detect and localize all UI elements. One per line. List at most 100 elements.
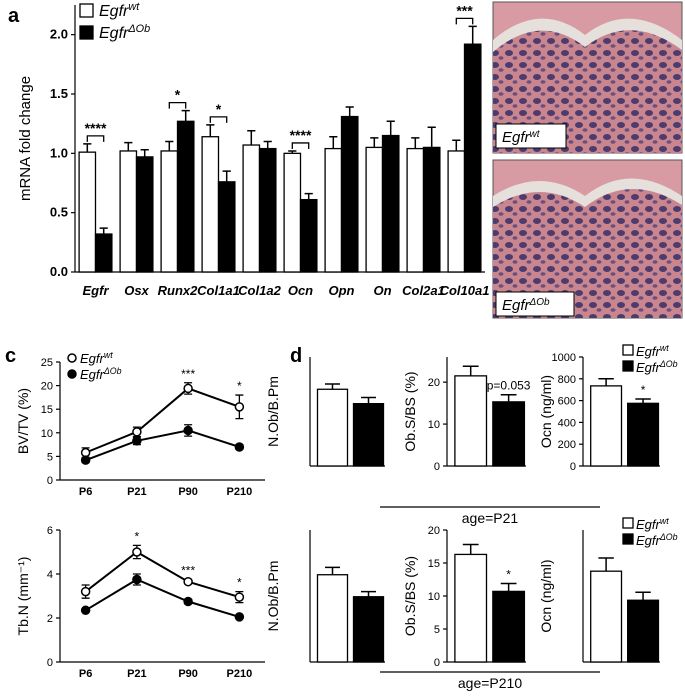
y-tick-label: 0 <box>47 657 53 669</box>
bar <box>627 402 660 467</box>
x-tick-label: Egfr <box>83 283 110 298</box>
label-text: Egfr <box>502 297 531 314</box>
x-tick-label: On <box>373 283 391 298</box>
legend-marker <box>622 344 634 356</box>
bar <box>492 590 526 663</box>
y-tick-label: 2 <box>47 613 53 625</box>
x-tick-label: P210 <box>227 668 253 680</box>
bar <box>447 150 466 273</box>
legend-sup: ΔOb <box>659 359 678 369</box>
error-bar <box>329 135 338 149</box>
significance-bracket <box>209 116 228 123</box>
error-bar <box>222 170 231 182</box>
significance-bracket <box>291 142 310 149</box>
bar <box>352 403 385 467</box>
error-bar <box>361 590 376 597</box>
y-axis-label: N.Ob/B.Pm <box>265 376 281 447</box>
x-tick-label: Col10a1 <box>440 283 490 298</box>
error-bar <box>635 398 651 404</box>
panel-label: c <box>5 345 16 367</box>
y-tick-label: 0 <box>570 461 576 473</box>
legend-label: EgfrΔOb <box>80 366 122 382</box>
error-bar <box>304 192 313 200</box>
x-tick-label: P6 <box>79 486 92 498</box>
bar <box>365 146 384 273</box>
y-tick-label: 1.0 <box>50 145 68 160</box>
error-bar <box>288 150 297 154</box>
error-bar <box>462 543 479 555</box>
line <box>85 429 240 462</box>
bar <box>135 156 154 273</box>
y-tick-label: 0 <box>434 461 440 473</box>
marker <box>80 455 91 465</box>
y-tick-label: 6 <box>47 525 53 537</box>
bar <box>492 401 526 467</box>
marker <box>132 427 142 437</box>
y-tick-label: 4 <box>47 569 53 581</box>
image-label: EgfrΔOb <box>502 297 550 315</box>
significance: *** <box>456 2 473 18</box>
legend-label: EgfrΔOb <box>99 23 150 42</box>
legend-label: EgfrΔOb <box>636 532 678 548</box>
legend-name: Egfr <box>636 360 661 375</box>
bar <box>422 146 441 273</box>
significance-bracket <box>86 135 105 142</box>
marker <box>183 576 193 587</box>
y-tick-label: 0 <box>47 475 53 487</box>
line <box>85 387 240 454</box>
error-bar <box>325 383 340 390</box>
x-tick-label: P90 <box>178 668 198 680</box>
bar <box>176 120 195 273</box>
bar <box>201 136 220 273</box>
y-tick-label: 20 <box>428 525 440 537</box>
error-bar <box>99 227 108 235</box>
legend-marker <box>79 25 94 40</box>
image-label-box <box>495 291 575 317</box>
error-bar <box>83 143 92 153</box>
legend-label: Egfrwt <box>80 350 113 366</box>
legend-marker <box>67 353 77 363</box>
x-tick-label: P21 <box>127 486 147 498</box>
y-axis-label: Ob.S/BS (%) <box>402 371 418 451</box>
error-bar <box>598 378 614 386</box>
y-tick-label: 20 <box>428 377 440 389</box>
error-bar <box>247 130 256 146</box>
legend-label: EgfrΔOb <box>636 359 678 375</box>
significance: * <box>216 101 222 117</box>
error-bar <box>181 109 190 122</box>
legend-name: Egfr <box>80 367 105 382</box>
histology-image <box>492 159 683 319</box>
y-tick-label: 20 <box>41 381 53 393</box>
legend-marker <box>79 3 94 18</box>
significance: p=0.053 <box>487 379 531 393</box>
y-tick-label: 2.0 <box>50 27 68 42</box>
x-tick-label: Col2a1 <box>402 283 445 298</box>
significance: * <box>237 379 242 393</box>
legend-marker <box>622 360 634 372</box>
error-bar <box>411 137 420 149</box>
marker <box>183 383 193 394</box>
bar <box>78 151 97 273</box>
y-tick-label: 15 <box>41 404 53 416</box>
bar <box>119 150 138 273</box>
bar <box>94 233 113 273</box>
x-tick-label: Opn <box>329 283 355 298</box>
bar <box>454 375 488 467</box>
marker <box>80 447 91 458</box>
line <box>85 550 240 599</box>
x-tick-label: P90 <box>178 486 198 498</box>
error-bar <box>452 139 461 151</box>
significance: * <box>641 383 646 397</box>
y-axis-label: Tb.N (mm⁻¹) <box>15 557 31 636</box>
y-tick-label: 0.0 <box>50 264 68 279</box>
age-label: age=P21 <box>462 510 519 526</box>
y-tick-label: 600 <box>558 396 576 408</box>
y-axis-label: Ocn (ng/ml) <box>538 559 554 632</box>
legend-name: Egfr <box>80 351 105 366</box>
legend-sup: wt <box>660 516 669 526</box>
legend-sup: wt <box>128 1 140 13</box>
legend-sup: ΔOb <box>127 23 150 35</box>
marker <box>132 547 142 557</box>
